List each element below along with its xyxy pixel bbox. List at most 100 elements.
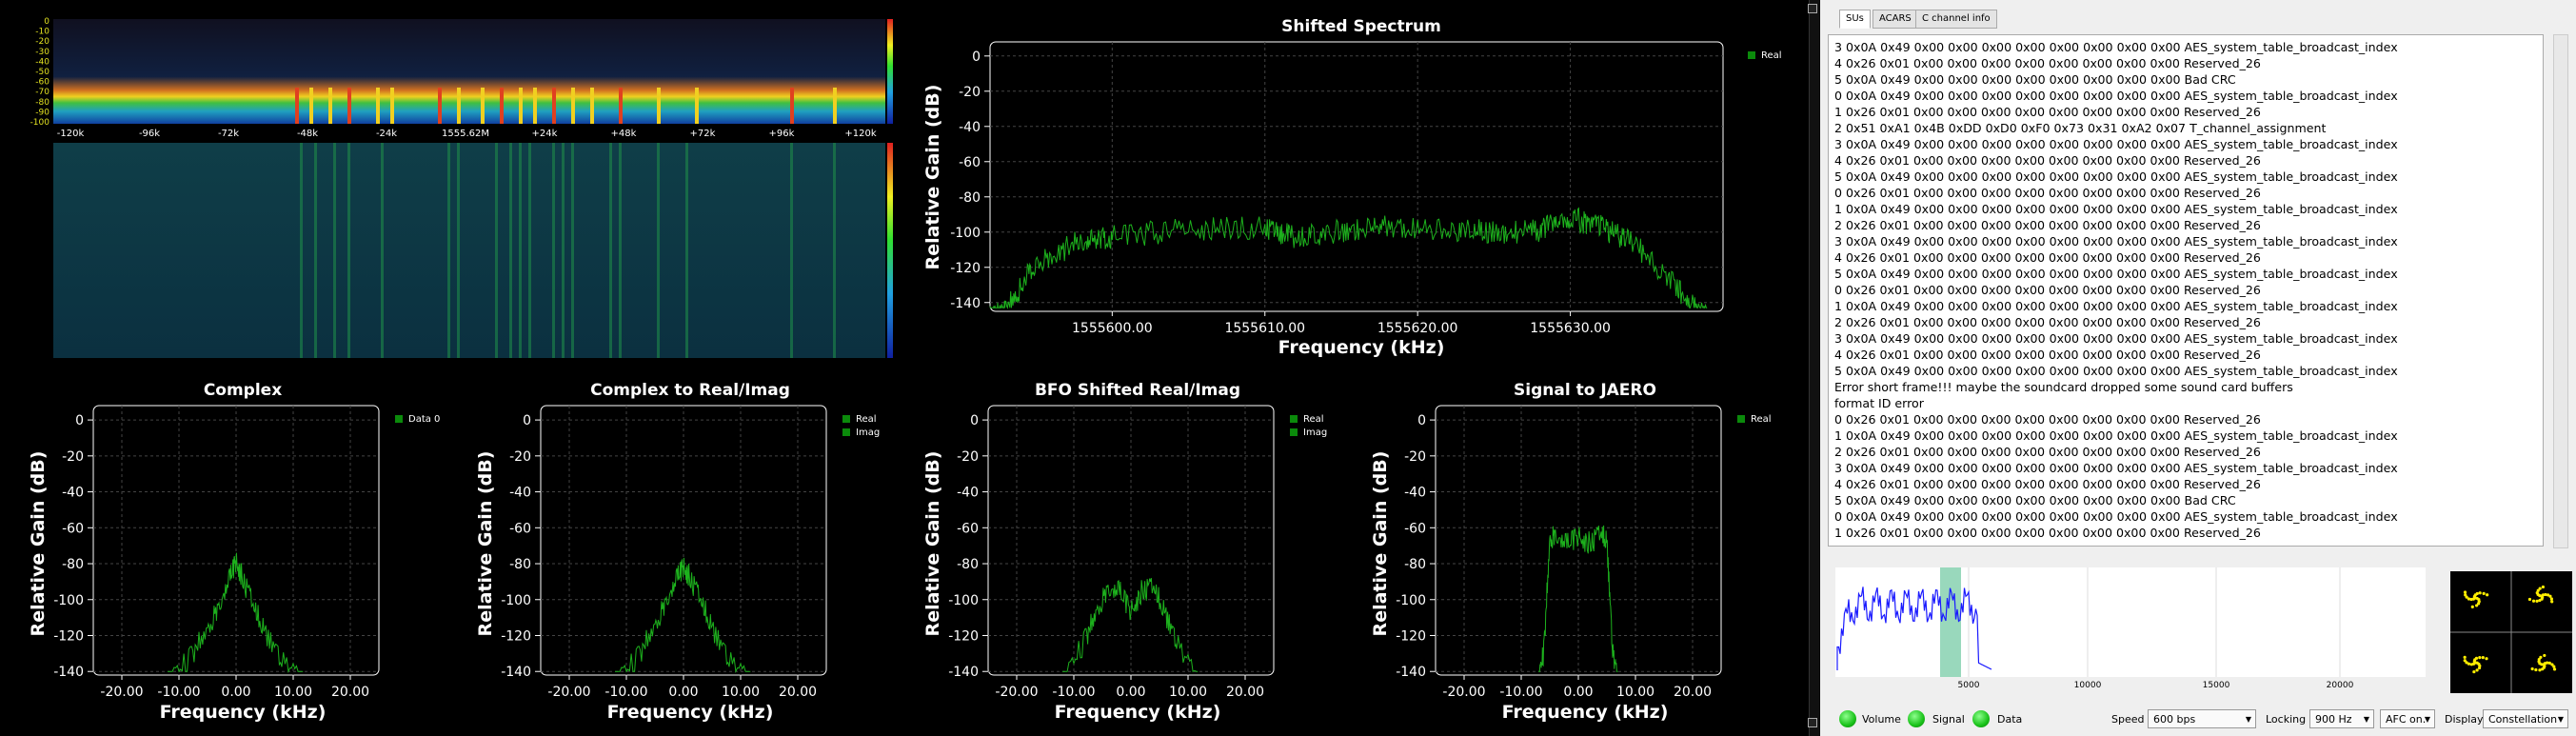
small-plot[interactable]: 0 -20 -40 -60 -80 -100 -120 -140 -20.00 -10.00 0.0… bbox=[48, 400, 400, 705]
shifted-spectrum-plot[interactable]: 0 -20 -40 -60 -80 -100 -120 -140 1555600.00 15556… bbox=[942, 38, 1733, 343]
constellation-point bbox=[2530, 666, 2534, 671]
small-plot[interactable]: 0 -20 -40 -60 -80 -100 -120 -140 -20.00 -10.00 0.0… bbox=[495, 400, 847, 705]
x-tick-label: 10.00 bbox=[1169, 685, 1207, 700]
log-line: 0 0x26 0x01 0x00 0x00 0x00 0x00 0x00 0x0… bbox=[1834, 283, 2261, 297]
series-line bbox=[615, 557, 751, 674]
locking-select[interactable]: 900 Hz ▼ bbox=[2309, 709, 2374, 728]
y-tick-label: -20 bbox=[959, 85, 981, 100]
small-plot-legend: Data 0 bbox=[395, 413, 440, 427]
constellation-point bbox=[2481, 656, 2485, 660]
y-tick-label: 0 bbox=[970, 413, 979, 428]
waterfall-signal-line bbox=[509, 143, 512, 358]
waterfall-panel[interactable]: 0-10-20-30-40-50-60-70-80-90-100 -120k -9… bbox=[0, 0, 914, 371]
x-tick-label: 0.00 bbox=[1563, 685, 1593, 700]
y-tick-label: -120 bbox=[1396, 628, 1426, 644]
y-tick-label: -60 bbox=[62, 521, 84, 536]
spectrum-peak bbox=[571, 88, 575, 124]
y-tick-label: -40 bbox=[62, 486, 84, 501]
log-line: 0 0x0A 0x49 0x00 0x00 0x00 0x00 0x00 0x0… bbox=[1834, 509, 2398, 524]
constellation-point bbox=[2467, 597, 2471, 601]
y-tick-label: -60 bbox=[509, 521, 531, 536]
freq-tick-label: -48k bbox=[297, 129, 318, 139]
small-plot[interactable]: 0 -20 -40 -60 -80 -100 -120 -140 -20.00 -10.00 0.0… bbox=[1390, 400, 1742, 705]
waterfall-signal-line bbox=[562, 143, 565, 358]
panel-toggle-bottom[interactable] bbox=[1808, 718, 1817, 727]
spectrum-colorbar bbox=[887, 19, 893, 124]
splitter[interactable] bbox=[1809, 0, 1819, 736]
log-line: 3 0x0A 0x49 0x00 0x00 0x00 0x00 0x00 0x0… bbox=[1834, 40, 2398, 54]
freq-tick-label: -72k bbox=[218, 129, 239, 139]
y-tick-label: -120 bbox=[53, 628, 84, 644]
constellation-point bbox=[2463, 590, 2467, 594]
spectrum-peak bbox=[695, 88, 699, 124]
x-tick-label: 1555630.00 bbox=[1530, 321, 1611, 336]
series-line bbox=[1538, 525, 1618, 672]
log-line: 5 0x0A 0x49 0x00 0x00 0x00 0x00 0x00 0x0… bbox=[1834, 72, 2236, 87]
constellation-point bbox=[2538, 662, 2542, 666]
constellation-point bbox=[2544, 592, 2547, 597]
tab-acars[interactable]: ACARS bbox=[1873, 10, 1918, 29]
constellation-point bbox=[2473, 661, 2477, 665]
volume-label: Volume bbox=[1862, 713, 1901, 726]
y-tick-label: -20 bbox=[62, 449, 84, 465]
tab-c-channel-info[interactable]: C channel info bbox=[1915, 10, 1997, 29]
mini-x-tick-label: 15000 bbox=[2203, 681, 2230, 690]
spectrum-peak bbox=[457, 88, 461, 124]
log-line: 2 0x26 0x01 0x00 0x00 0x00 0x00 0x00 0x0… bbox=[1834, 315, 2261, 329]
y-tick-label: -140 bbox=[501, 665, 531, 680]
db-tick-label: -10 bbox=[35, 28, 50, 37]
panel-toggle-top[interactable] bbox=[1808, 4, 1817, 13]
small-plot-xlabel: Frequency (kHz) bbox=[159, 702, 327, 723]
waterfall-display bbox=[53, 143, 885, 358]
constellation-point bbox=[2485, 657, 2488, 661]
constellation-point bbox=[2531, 599, 2536, 603]
log-line: format ID error bbox=[1834, 396, 1924, 410]
y-tick-label: 0 bbox=[972, 50, 981, 65]
x-tick-label: 0.00 bbox=[1116, 685, 1145, 700]
log-line: 1 0x26 0x01 0x00 0x00 0x00 0x00 0x00 0x0… bbox=[1834, 105, 2261, 119]
waterfall-db-axis: 0-10-20-30-40-50-60-70-80-90-100 bbox=[30, 17, 50, 128]
spectrum-heatmap bbox=[53, 19, 885, 124]
freq-tick-label: -96k bbox=[139, 129, 160, 139]
constellation-point bbox=[2552, 665, 2556, 668]
spectrum-peak bbox=[657, 88, 661, 124]
freq-tick-label: -24k bbox=[376, 129, 397, 139]
speed-select[interactable]: 600 bps ▼ bbox=[2148, 709, 2256, 728]
small-plot-legend: Real Imag bbox=[842, 413, 880, 440]
waterfall-signal-line bbox=[685, 143, 688, 358]
signal-band-highlight[interactable] bbox=[1940, 567, 1961, 677]
db-tick-label: -20 bbox=[35, 37, 50, 47]
waterfall-signal-line bbox=[619, 143, 622, 358]
afc-select[interactable]: AFC on. ▼ bbox=[2380, 709, 2435, 728]
y-tick-label: -40 bbox=[957, 486, 979, 501]
small-plot[interactable]: 0 -20 -40 -60 -80 -100 -120 -140 -20.00 -10.00 0.0… bbox=[942, 400, 1295, 705]
small-plot-ylabel: Relative Gain (dB) bbox=[475, 450, 496, 637]
display-select[interactable]: Constellation ▼ bbox=[2483, 709, 2568, 728]
constellation-point bbox=[2486, 593, 2489, 597]
mini-spectrum[interactable]: 5000 10000 15000 20000 bbox=[1835, 567, 2426, 691]
log-line: 1 0x0A 0x49 0x00 0x00 0x00 0x00 0x00 0x0… bbox=[1834, 428, 2398, 443]
x-tick-label: -10.00 bbox=[604, 685, 647, 700]
y-tick-label: -40 bbox=[1404, 486, 1426, 501]
waterfall-signal-line bbox=[833, 143, 836, 358]
series-line bbox=[989, 207, 1708, 309]
legend-entry: Imag bbox=[1303, 428, 1328, 438]
constellation-point bbox=[2548, 594, 2552, 598]
log-line: 4 0x26 0x01 0x00 0x00 0x00 0x00 0x00 0x0… bbox=[1834, 477, 2261, 491]
log-line: 3 0x0A 0x49 0x00 0x00 0x00 0x00 0x00 0x0… bbox=[1834, 461, 2398, 475]
y-tick-label: -80 bbox=[509, 557, 531, 572]
freq-tick-label: +48k bbox=[611, 129, 637, 139]
log-line: 0 0x26 0x01 0x00 0x00 0x00 0x00 0x00 0x0… bbox=[1834, 186, 2261, 200]
spectrum-peak bbox=[347, 88, 351, 124]
constellation-point bbox=[2475, 668, 2479, 672]
mini-x-tick-label: 10000 bbox=[2074, 681, 2102, 690]
y-tick-label: -120 bbox=[950, 261, 981, 276]
spectrum-peak bbox=[590, 88, 594, 124]
data-label: Data bbox=[1997, 713, 2023, 726]
log-scrollbar[interactable] bbox=[2553, 34, 2568, 548]
spectrum-peak bbox=[500, 88, 504, 124]
waterfall-signal-line bbox=[790, 143, 793, 358]
su-log-textarea[interactable]: 3 0x0A 0x49 0x00 0x00 0x00 0x00 0x00 0x0… bbox=[1828, 34, 2544, 547]
tab-sus[interactable]: SUs bbox=[1839, 10, 1871, 29]
constellation-point bbox=[2542, 663, 2546, 666]
